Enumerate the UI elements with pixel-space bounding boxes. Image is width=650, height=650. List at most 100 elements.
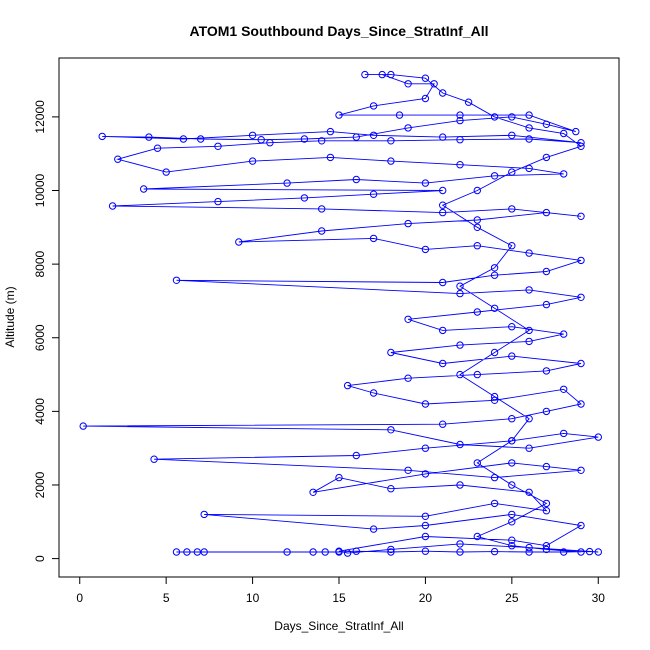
chart-title: ATOM1 Southbound Days_Since_StratInf_All bbox=[190, 23, 489, 39]
data-point bbox=[369, 102, 378, 110]
data-point bbox=[387, 348, 395, 357]
data-point bbox=[421, 547, 430, 555]
data-point bbox=[439, 133, 447, 141]
data-point bbox=[577, 548, 585, 556]
data-point bbox=[235, 238, 243, 246]
data-point bbox=[508, 437, 516, 445]
data-point bbox=[387, 157, 395, 165]
data-point bbox=[473, 459, 481, 467]
data-point bbox=[525, 249, 533, 257]
data-point bbox=[369, 190, 378, 198]
data-point bbox=[153, 144, 162, 152]
data-point bbox=[197, 135, 205, 143]
data-point bbox=[508, 510, 516, 519]
y-tick-label: 12000 bbox=[33, 100, 47, 134]
data-point bbox=[508, 242, 516, 250]
x-axis-label: Days_Since_StratInf_All bbox=[274, 619, 403, 633]
data-point bbox=[387, 137, 395, 145]
data-point bbox=[508, 205, 516, 213]
data-point bbox=[352, 451, 360, 460]
data-point bbox=[145, 133, 153, 141]
data-point bbox=[335, 473, 343, 482]
data-point bbox=[508, 168, 516, 176]
data-point bbox=[387, 545, 395, 554]
y-tick-label: 10000 bbox=[33, 174, 47, 208]
data-point bbox=[378, 70, 386, 79]
data-point bbox=[490, 348, 499, 357]
data-point bbox=[490, 392, 499, 401]
data-point bbox=[508, 352, 516, 360]
data-point bbox=[257, 136, 265, 144]
data-point bbox=[585, 547, 594, 556]
data-point bbox=[525, 135, 533, 143]
data-point bbox=[404, 219, 412, 228]
data-point bbox=[369, 131, 378, 140]
data-point bbox=[542, 267, 551, 276]
data-point bbox=[283, 179, 291, 187]
data-point bbox=[248, 131, 257, 140]
data-point bbox=[508, 481, 516, 489]
data-point bbox=[456, 341, 464, 349]
data-point bbox=[594, 433, 602, 441]
data-point bbox=[473, 532, 481, 541]
data-point bbox=[577, 139, 585, 147]
data-point bbox=[542, 507, 551, 515]
x-tick-label: 10 bbox=[246, 591, 260, 605]
data-point bbox=[309, 488, 317, 496]
data-point bbox=[421, 512, 430, 520]
data-point bbox=[352, 547, 360, 555]
data-point bbox=[525, 111, 533, 119]
y-axis: 0 2000 4000 6000 8000 10000 12000 bbox=[33, 100, 60, 562]
data-point bbox=[560, 429, 568, 438]
data-point bbox=[404, 374, 412, 382]
data-point bbox=[300, 135, 309, 143]
data-point bbox=[525, 488, 533, 496]
y-tick-label: 0 bbox=[33, 555, 47, 562]
data-point bbox=[179, 135, 188, 143]
data-point bbox=[421, 521, 430, 530]
data-point bbox=[114, 155, 122, 163]
data-point bbox=[577, 359, 585, 368]
data-point bbox=[439, 186, 447, 195]
data-point bbox=[473, 186, 481, 195]
x-tick-label: 20 bbox=[419, 591, 433, 605]
x-tick-label: 5 bbox=[163, 591, 170, 605]
data-point bbox=[490, 304, 499, 312]
data-point bbox=[387, 548, 395, 556]
data-point bbox=[321, 548, 329, 556]
series-layer bbox=[79, 70, 602, 557]
x-tick-label: 30 bbox=[592, 591, 606, 605]
data-point bbox=[473, 242, 481, 250]
data-point bbox=[200, 548, 208, 556]
data-point bbox=[387, 485, 395, 493]
y-tick-label: 4000 bbox=[33, 398, 47, 425]
data-point bbox=[525, 286, 533, 294]
data-point bbox=[214, 142, 222, 151]
data-point bbox=[542, 462, 551, 471]
data-point bbox=[490, 172, 499, 180]
data-point bbox=[490, 473, 499, 482]
data-point bbox=[456, 116, 464, 125]
data-point bbox=[395, 111, 404, 119]
data-point bbox=[439, 89, 447, 97]
data-point bbox=[200, 510, 208, 519]
x-tick-label: 25 bbox=[505, 591, 519, 605]
data-point bbox=[421, 245, 430, 254]
data-point bbox=[456, 540, 464, 548]
data-point bbox=[508, 415, 516, 423]
data-point bbox=[456, 289, 464, 298]
data-point bbox=[560, 385, 568, 393]
data-point bbox=[473, 216, 481, 224]
data-point bbox=[352, 133, 360, 141]
x-tick-label: 15 bbox=[332, 591, 346, 605]
data-point bbox=[283, 548, 291, 556]
data-point bbox=[352, 175, 360, 184]
data-point bbox=[542, 499, 551, 508]
data-point bbox=[577, 521, 585, 530]
data-point bbox=[172, 276, 181, 284]
data-point bbox=[326, 127, 335, 136]
data-point bbox=[456, 548, 464, 556]
y-tick-label: 6000 bbox=[33, 324, 47, 351]
data-point bbox=[79, 422, 87, 430]
